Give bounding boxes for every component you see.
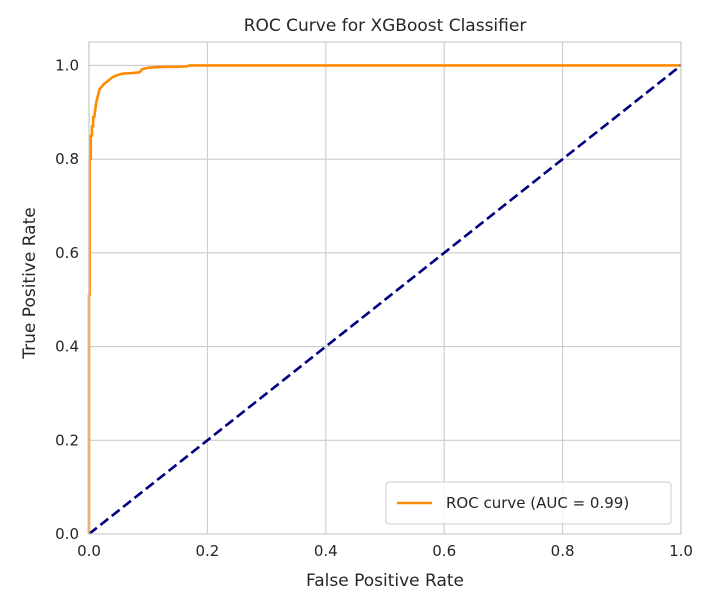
x-tick-label: 0.0: [77, 542, 101, 560]
y-tick-label: 0.8: [55, 150, 79, 168]
x-tick-label: 1.0: [669, 542, 693, 560]
series-lines: [87, 64, 682, 536]
chart-title: ROC Curve for XGBoost Classifier: [244, 16, 527, 36]
y-tick-label: 0.0: [55, 525, 79, 543]
y-tick-label: 1.0: [55, 56, 79, 74]
x-tick-labels: 0.0 0.2 0.4 0.6 0.8 1.0: [77, 542, 693, 560]
legend: ROC curve (AUC = 0.99): [385, 481, 672, 525]
y-tick-label: 0.2: [55, 431, 79, 449]
y-tick-label: 0.6: [55, 244, 79, 262]
plot-frame: [88, 41, 682, 535]
x-axis-label: False Positive Rate: [306, 571, 464, 591]
grid-lines: [88, 42, 682, 535]
legend-label: ROC curve (AUC = 0.99): [446, 494, 629, 512]
x-tick-label: 0.6: [432, 542, 456, 560]
y-axis-label: True Positive Rate: [20, 207, 40, 359]
chance-diagonal-line: [88, 64, 682, 536]
x-tick-label: 0.4: [314, 542, 338, 560]
roc-curve-line: [87, 64, 681, 534]
legend-box: [385, 481, 672, 525]
x-tick-label: 0.2: [195, 542, 219, 560]
x-tick-label: 0.8: [551, 542, 575, 560]
y-tick-labels: 0.0 0.2 0.4 0.6 0.8 1.0: [55, 56, 79, 543]
y-tick-label: 0.4: [55, 338, 79, 356]
